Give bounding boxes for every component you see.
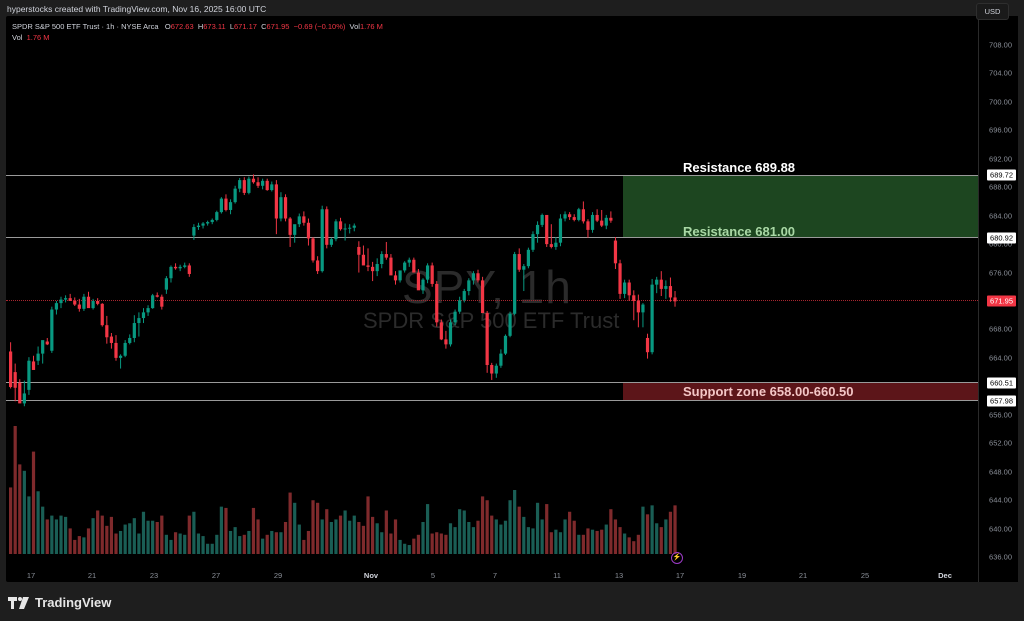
volume-indicator-value: 1.76 M bbox=[26, 33, 50, 42]
price-axis-label: 708.00 bbox=[989, 40, 1012, 50]
time-axis-label: 21 bbox=[798, 571, 808, 580]
price-tag: 657.98 bbox=[987, 395, 1016, 407]
time-axis-label: 29 bbox=[273, 571, 283, 580]
time-axis-label: Dec bbox=[938, 571, 952, 580]
price-tag: 660.51 bbox=[987, 377, 1016, 389]
chart-container[interactable]: SPY, 1h SPDR S&P 500 ETF Trust Resistanc… bbox=[6, 16, 1018, 582]
time-axis-label: Nov bbox=[363, 571, 379, 580]
resistance-bottom-label: Resistance 681.00 bbox=[683, 224, 796, 239]
time-axis-label: 27 bbox=[211, 571, 221, 580]
close-value: 671.95 bbox=[266, 22, 290, 31]
resistance-line-681[interactable] bbox=[6, 237, 978, 238]
price-axis-label: 652.00 bbox=[989, 438, 1012, 448]
change-value: −0.69 (−0.10%) bbox=[293, 22, 346, 31]
time-axis-label: 7 bbox=[492, 571, 498, 580]
support-zone[interactable] bbox=[623, 383, 978, 401]
price-pane[interactable]: SPY, 1h SPDR S&P 500 ETF Trust Resistanc… bbox=[6, 16, 978, 568]
time-axis-label: 23 bbox=[149, 571, 159, 580]
price-axis-label: 676.00 bbox=[989, 268, 1012, 278]
time-axis-label: 5 bbox=[430, 571, 436, 580]
time-axis-label: 13 bbox=[614, 571, 624, 580]
price-axis-label: 640.00 bbox=[989, 524, 1012, 534]
resistance-top-label: Resistance 689.88 bbox=[683, 160, 796, 175]
open-value: 672.63 bbox=[170, 22, 194, 31]
price-axis-label: 636.00 bbox=[989, 552, 1012, 562]
price-axis-label: 692.00 bbox=[989, 154, 1012, 164]
price-axis-label: 680.00 bbox=[989, 239, 1012, 249]
time-axis-label: 17 bbox=[675, 571, 685, 580]
price-axis-label: 668.00 bbox=[989, 324, 1012, 334]
price-axis[interactable]: 708.00 704.00 700.00 696.00 692.00 688.00 684.… bbox=[978, 16, 1018, 582]
time-axis-label: 21 bbox=[87, 571, 97, 580]
currency-button[interactable]: USD bbox=[976, 3, 1009, 20]
support-zone-label: Support zone 658.00-660.50 bbox=[683, 384, 854, 399]
resistance-zone[interactable] bbox=[623, 175, 978, 237]
low-value: 671.17 bbox=[233, 22, 257, 31]
resistance-line-689[interactable] bbox=[6, 175, 978, 176]
time-axis-label: 25 bbox=[860, 571, 870, 580]
lightning-icon[interactable]: ⚡ bbox=[671, 552, 683, 564]
price-axis-label: 648.00 bbox=[989, 467, 1012, 477]
volume-value: 1.76 M bbox=[359, 22, 383, 31]
tradingview-logo[interactable]: TradingView bbox=[8, 595, 111, 610]
price-tag: 680.92 bbox=[987, 232, 1016, 244]
support-line-658[interactable] bbox=[6, 400, 978, 401]
watermark-name: SPDR S&P 500 ETF Trust bbox=[363, 308, 620, 333]
brand-name: TradingView bbox=[35, 595, 112, 610]
volume-legend: Vol 1.76 M bbox=[12, 33, 50, 42]
price-axis-label: 704.00 bbox=[989, 68, 1012, 78]
price-axis-label: 656.00 bbox=[989, 410, 1012, 420]
price-tag: 689.72 bbox=[987, 169, 1016, 181]
time-axis[interactable]: 17 21 23 27 29 Nov 5 7 11 13 17 19 21 25 Dec bbox=[6, 568, 978, 582]
price-axis-label: 688.00 bbox=[989, 182, 1012, 192]
time-axis-label: 17 bbox=[26, 571, 36, 580]
price-axis-label: 664.00 bbox=[989, 353, 1012, 363]
time-axis-label: 11 bbox=[553, 571, 561, 580]
chart-credit: hyperstocks created with TradingView.com… bbox=[7, 4, 267, 14]
time-axis-label: 19 bbox=[737, 571, 747, 580]
tradingview-logo-icon bbox=[8, 596, 29, 609]
last-price-line bbox=[6, 300, 978, 301]
watermark-symbol: SPY, 1h bbox=[402, 261, 572, 313]
candlestick-series[interactable] bbox=[6, 16, 978, 568]
high-value: 673.11 bbox=[203, 22, 226, 31]
support-line-660[interactable] bbox=[6, 382, 978, 383]
price-axis-label: 644.00 bbox=[989, 495, 1012, 505]
price-axis-label: 696.00 bbox=[989, 125, 1012, 135]
price-axis-label: 700.00 bbox=[989, 97, 1012, 107]
price-tag: 671.95 bbox=[987, 295, 1016, 307]
price-axis-label: 684.00 bbox=[989, 211, 1012, 221]
symbol-description: SPDR S&P 500 ETF Trust · 1h · NYSE Arca bbox=[12, 22, 159, 31]
ohlc-legend: SPDR S&P 500 ETF Trust · 1h · NYSE Arca … bbox=[12, 22, 383, 31]
